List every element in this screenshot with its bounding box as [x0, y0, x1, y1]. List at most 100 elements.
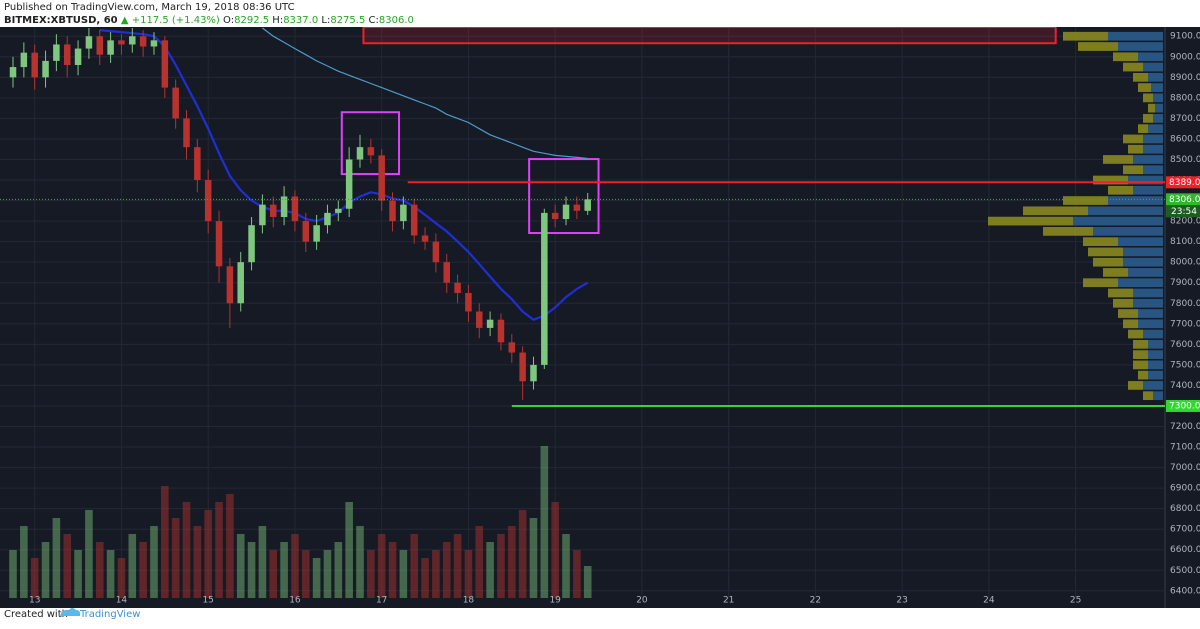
- candle-body: [291, 196, 299, 222]
- candle-body: [204, 180, 212, 222]
- profile-up: [1123, 134, 1143, 144]
- candle-body: [530, 364, 537, 382]
- profile-up: [1093, 257, 1123, 267]
- x-tick-label: 21: [723, 596, 734, 606]
- candle-body: [421, 235, 429, 242]
- profile-up: [1083, 278, 1118, 288]
- candle-body: [497, 319, 505, 343]
- volume-bar: [215, 502, 223, 598]
- candle-body: [183, 118, 190, 148]
- candle-body: [118, 40, 125, 45]
- profile-down: [1143, 381, 1163, 390]
- profile-up: [1113, 52, 1138, 62]
- y-tick-label: 6700.0: [1170, 525, 1200, 535]
- candle-body: [400, 204, 407, 222]
- volume-bar: [20, 526, 28, 598]
- hline-tag: 7300.0: [1169, 401, 1200, 411]
- y-tick-label: 7900.0: [1170, 278, 1200, 288]
- candle-body: [63, 44, 71, 65]
- y-tick-label: 9100.0: [1170, 32, 1200, 42]
- profile-up: [1063, 196, 1108, 205]
- plot: [0, 27, 1165, 598]
- volume-bar: [247, 542, 256, 598]
- candle-body: [237, 262, 244, 304]
- profile-up: [1088, 247, 1123, 257]
- profile-down: [1148, 124, 1163, 134]
- hline-tag: 8389.0: [1169, 178, 1200, 188]
- o-label: O:: [223, 15, 234, 26]
- footer-logo: [60, 608, 81, 616]
- volume-bar: [280, 542, 288, 598]
- profile-down: [1143, 329, 1163, 339]
- candle-body: [172, 87, 179, 119]
- h-label: H:: [272, 15, 283, 26]
- volume-bar: [573, 550, 581, 598]
- y-tick-label: 7500.0: [1170, 360, 1200, 370]
- volume-bar: [258, 526, 267, 598]
- y-tick-label: 7200.0: [1170, 422, 1200, 432]
- volume-bar: [442, 542, 451, 598]
- chart-bg: [0, 27, 1200, 608]
- profile-up: [1103, 155, 1133, 164]
- profile-down: [1138, 52, 1163, 62]
- profile-up: [1128, 381, 1143, 390]
- drawn-box: [340, 111, 401, 176]
- last-price-tag-bg: [1166, 193, 1200, 206]
- volume-bar: [236, 534, 245, 598]
- profile-down: [1153, 93, 1163, 103]
- last-price-tag: 8306.0: [1169, 195, 1200, 205]
- profile-down: [1143, 144, 1163, 154]
- profile-down: [1123, 257, 1163, 267]
- candle-body: [31, 52, 38, 78]
- profile-down: [1148, 360, 1163, 370]
- candle-body: [226, 266, 234, 304]
- candle-body: [259, 204, 266, 226]
- volume-bar: [269, 550, 278, 598]
- candle-body: [465, 292, 472, 312]
- volume-bar: [453, 534, 462, 598]
- candle-body: [378, 155, 385, 201]
- profile-down: [1138, 309, 1163, 318]
- profile-up: [1083, 237, 1118, 247]
- candle-body: [9, 67, 17, 78]
- candle-body: [248, 225, 255, 263]
- profile-down: [1138, 319, 1163, 329]
- x-tick-label: 22: [810, 596, 821, 606]
- profile-down: [1118, 42, 1163, 51]
- profile-down: [1148, 350, 1163, 359]
- candle-body: [476, 311, 483, 328]
- profile-up: [1133, 360, 1148, 370]
- profile-up: [1143, 391, 1153, 401]
- change: ▲ +117.5 (+1.43%): [121, 15, 220, 26]
- x-tick-label: 19: [549, 596, 561, 606]
- profile-up: [1023, 206, 1088, 216]
- moving-average: [99, 29, 589, 321]
- candle-body: [20, 52, 28, 68]
- volume-bar: [291, 534, 299, 598]
- profile-down: [1133, 155, 1163, 164]
- y-tick-label: 8600.0: [1170, 134, 1200, 144]
- volume-bar: [464, 550, 473, 598]
- volume-bar: [508, 526, 516, 598]
- volume-bar: [475, 526, 484, 598]
- profile-down: [1155, 103, 1163, 113]
- symbol-line: BITMEX:XBTUSD, 60 ▲ +117.5 (+1.43%) O:82…: [4, 15, 414, 26]
- x-tick-label: 15: [202, 596, 213, 606]
- moving-average: [262, 27, 588, 160]
- y-tick-label: 7000.0: [1170, 463, 1200, 473]
- volume-bar: [171, 518, 180, 598]
- volume-bar: [583, 566, 592, 598]
- profile-up: [1138, 370, 1148, 380]
- c-value: 8306.0: [379, 15, 414, 26]
- y-tick-label: 7700.0: [1170, 319, 1200, 329]
- volume-bar: [486, 542, 494, 598]
- x-tick-label: 18: [463, 596, 475, 606]
- footer-brand: TradingView: [79, 609, 140, 620]
- profile-up: [988, 216, 1073, 226]
- profile-down: [1143, 134, 1163, 144]
- candle-body: [96, 36, 104, 55]
- candle-body: [107, 40, 114, 55]
- profile-down: [1153, 391, 1163, 401]
- profile-up: [1128, 144, 1143, 154]
- candle-body: [367, 147, 375, 156]
